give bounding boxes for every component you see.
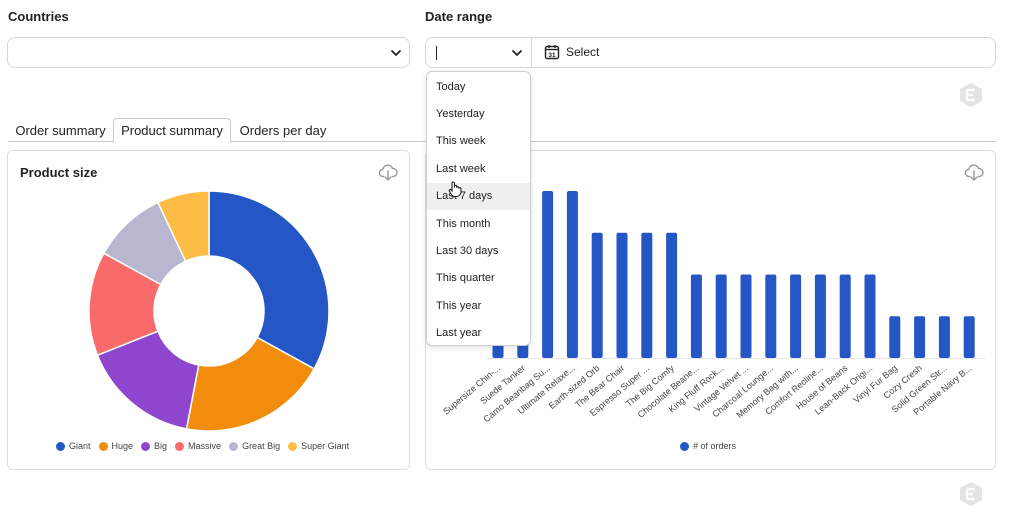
legend-label: Big xyxy=(154,441,168,451)
legend-dot xyxy=(56,441,65,451)
legend-label: Massive xyxy=(188,441,222,451)
card-title: Product size xyxy=(20,165,98,180)
bar[interactable] xyxy=(542,191,554,358)
logo-watermark-icon xyxy=(960,482,982,506)
bar[interactable] xyxy=(715,274,727,359)
date-range-dropdown: Today Yesterday This week Last week Last 7 d… xyxy=(426,71,531,346)
bar[interactable] xyxy=(839,274,851,359)
legend-dot xyxy=(141,441,151,451)
date-option-this-quarter[interactable]: This quarter xyxy=(436,272,495,285)
bar[interactable] xyxy=(566,191,578,358)
bar[interactable] xyxy=(591,232,603,358)
legend-dot xyxy=(229,441,239,451)
legend-item: # of orders xyxy=(680,441,736,451)
date-option-this-year[interactable]: This year xyxy=(436,299,482,312)
legend-label: Great Big xyxy=(242,441,281,451)
cloud-download-icon[interactable] xyxy=(378,162,398,182)
bar[interactable] xyxy=(790,274,802,359)
date-option-last-week[interactable]: Last week xyxy=(436,162,486,175)
legend-dot xyxy=(175,441,185,451)
product-size-donut-chart xyxy=(88,191,330,432)
product-size-card: Product size Giant Huge Big Massive Great Bi… xyxy=(7,150,410,470)
date-option-last-year[interactable]: Last year xyxy=(436,327,482,340)
legend-item[interactable]: Great Big xyxy=(229,441,280,451)
tab-orders-per-day[interactable]: Orders per day xyxy=(239,122,327,138)
donut-slice-giant[interactable] xyxy=(208,191,330,370)
donut-slice-big[interactable] xyxy=(96,330,200,430)
date-option-today[interactable]: Today xyxy=(436,80,466,93)
legend-item[interactable]: Giant xyxy=(56,441,91,451)
date-option-last-30-days[interactable]: Last 30 days xyxy=(436,244,499,257)
legend-item[interactable]: Huge xyxy=(98,441,134,451)
legend-label: # of orders xyxy=(693,441,737,451)
bar[interactable] xyxy=(740,274,752,359)
date-option-yesterday[interactable]: Yesterday xyxy=(436,107,485,120)
legend-dot xyxy=(680,441,689,451)
bar[interactable] xyxy=(814,274,826,359)
bar[interactable] xyxy=(914,316,926,358)
chevron-down-icon xyxy=(391,50,401,56)
select-date-label: Select xyxy=(566,45,600,59)
cloud-download-icon[interactable] xyxy=(964,162,984,182)
date-option-this-week[interactable]: This week xyxy=(436,135,486,148)
date-option-this-month[interactable]: This month xyxy=(436,217,491,230)
bar[interactable] xyxy=(889,316,901,358)
legend-label: Super Giant xyxy=(301,441,350,451)
calendar-icon: 31 xyxy=(544,45,560,60)
hand-pointer-icon xyxy=(448,181,462,197)
legend-item[interactable]: Massive xyxy=(175,441,221,451)
donut-legend: Giant Huge Big Massive Great Big Super Giant xyxy=(56,441,357,451)
chevron-down-icon xyxy=(512,50,522,56)
donut-slice-huge[interactable] xyxy=(185,336,316,432)
date-range-field: 31 Select xyxy=(425,37,996,68)
bar[interactable] xyxy=(641,232,653,358)
date-option-last-7-days[interactable]: Last 7 days xyxy=(427,182,530,210)
logo-watermark-icon xyxy=(960,83,982,107)
date-range-label: Date range xyxy=(425,9,493,24)
bar[interactable] xyxy=(765,274,777,359)
countries-label: Countries xyxy=(8,9,69,24)
legend-label: Huge xyxy=(111,441,134,451)
countries-select[interactable] xyxy=(7,37,410,68)
bar[interactable] xyxy=(616,232,628,358)
calendar-day-number: 31 xyxy=(548,52,556,59)
bar[interactable] xyxy=(690,274,702,359)
legend-dot xyxy=(288,441,298,451)
text-cursor xyxy=(436,46,437,60)
donut-slice-super-giant[interactable] xyxy=(156,191,210,263)
bar[interactable] xyxy=(963,316,975,358)
tab-product-summary[interactable]: Product summary xyxy=(113,118,231,143)
legend-dot xyxy=(98,441,108,451)
legend-item[interactable]: Big xyxy=(141,441,167,451)
date-range-select[interactable] xyxy=(426,38,532,67)
tab-order-summary[interactable]: Order summary xyxy=(15,122,106,138)
legend-label: Giant xyxy=(69,441,91,451)
select-date-button[interactable]: 31 Select xyxy=(544,44,599,60)
legend-item[interactable]: Super Giant xyxy=(288,441,349,451)
bar[interactable] xyxy=(938,316,950,358)
bar-legend: # of orders xyxy=(680,441,744,451)
bar[interactable] xyxy=(666,232,678,358)
bar[interactable] xyxy=(864,274,876,359)
